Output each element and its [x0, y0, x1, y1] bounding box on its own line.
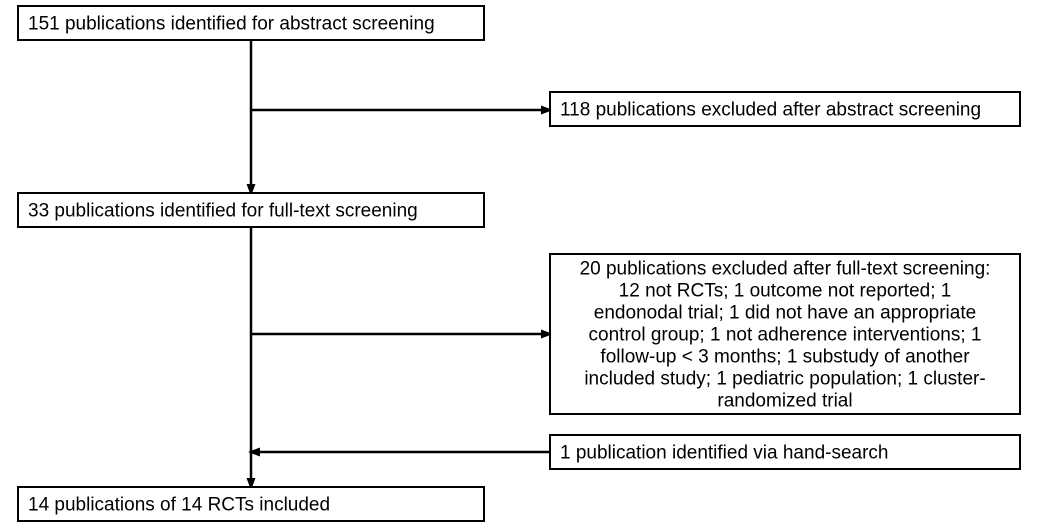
box-b3: 33 publications identified for full-text…: [18, 193, 484, 227]
box-label-b3: 33 publications identified for full-text…: [28, 201, 418, 222]
box-b4: 20 publications excluded after full-text…: [550, 254, 1020, 414]
box-label-b4: 20 publications excluded after full-text…: [580, 259, 991, 412]
box-b6: 14 publications of 14 RCTs included: [18, 487, 484, 521]
box-b1: 151 publications identified for abstract…: [18, 6, 484, 40]
box-label-b2: 118 publications excluded after abstract…: [560, 100, 981, 121]
boxes-layer: 151 publications identified for abstract…: [18, 6, 1020, 521]
box-b2: 118 publications excluded after abstract…: [550, 92, 1020, 126]
box-label-b5: 1 publication identified via hand-search: [560, 443, 889, 464]
box-b5: 1 publication identified via hand-search: [550, 435, 1020, 469]
box-label-b1: 151 publications identified for abstract…: [28, 14, 435, 35]
flow-diagram: 151 publications identified for abstract…: [0, 0, 1050, 526]
arrows-layer: [251, 40, 550, 487]
box-label-b6: 14 publications of 14 RCTs included: [28, 495, 330, 516]
